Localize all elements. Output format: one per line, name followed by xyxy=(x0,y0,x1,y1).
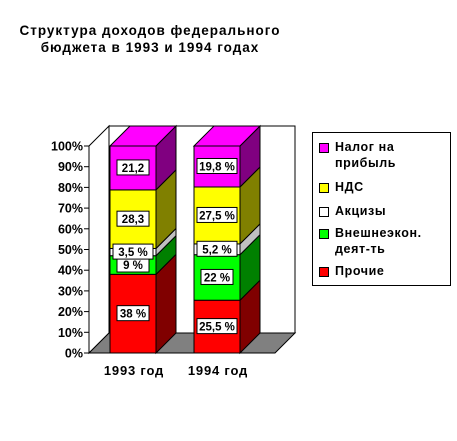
data-label-box xyxy=(196,157,238,174)
legend-label: Прочие xyxy=(335,263,453,279)
legend-label: Внешнеэкон. деят-ть xyxy=(335,225,453,257)
legend-label: НДС xyxy=(335,179,453,195)
legend: Налог на прибыль НДС Акцизы Внешнеэкон. деят-… xyxy=(312,132,451,286)
y-tick-label: 60% xyxy=(58,222,83,236)
data-label-text: 25,5 % xyxy=(199,322,235,334)
legend-label-line: Акцизы xyxy=(335,204,387,218)
data-label-text: 38 % xyxy=(120,309,146,321)
data-label: 25,5 % xyxy=(196,318,238,335)
legend-label-line: деят-ть xyxy=(335,242,386,256)
data-label-box xyxy=(116,210,150,227)
y-tick-label: 40% xyxy=(58,264,83,278)
legend-label-line: НДС xyxy=(335,180,364,194)
bar-top xyxy=(108,125,178,147)
legend-label-line: Прочие xyxy=(335,264,385,278)
data-label-text: 22 % xyxy=(204,272,230,284)
x-category-label: 1994 год xyxy=(188,363,248,378)
x-category-label: 1993 год xyxy=(104,363,164,378)
legend-label-line: Налог на xyxy=(335,140,395,154)
data-label-text: 9 % xyxy=(123,260,143,272)
legend-swatch xyxy=(319,207,329,217)
y-tick-label: 30% xyxy=(58,284,83,298)
chart-title-line-2: бюджета в 1993 и 1994 годах xyxy=(40,40,260,55)
data-label: 28,3 xyxy=(116,210,150,227)
data-label-text: 27,5 % xyxy=(199,210,235,222)
data-label: 27,5 % xyxy=(196,206,238,223)
data-label: 19,8 % xyxy=(196,157,238,174)
legend-label-line: Внешнеэкон. xyxy=(335,226,422,240)
y-tick-label: 20% xyxy=(58,305,83,319)
data-label: 3,5 % xyxy=(112,243,154,260)
bar-segment-налог-на-прибыль xyxy=(108,124,178,192)
side-wall xyxy=(88,124,110,355)
data-label: 38 % xyxy=(116,305,150,322)
data-label: 9 % xyxy=(116,256,150,273)
legend-label: Акцизы xyxy=(335,203,453,219)
y-tick-label: 0% xyxy=(65,347,83,361)
y-tick-label: 10% xyxy=(58,326,83,340)
data-label-box xyxy=(116,159,150,176)
data-label-box xyxy=(196,206,238,223)
y-tick-label: 50% xyxy=(58,243,83,257)
y-tick-label: 100% xyxy=(51,140,83,154)
legend-swatch xyxy=(319,267,329,277)
chart-title: Структура доходов федерального бюджета в… xyxy=(0,22,300,56)
data-label-text: 5,2 % xyxy=(202,244,231,256)
chart-title-line-1: Структура доходов федерального xyxy=(19,23,281,38)
data-label: 21,2 xyxy=(116,159,150,176)
data-label-text: 21,2 xyxy=(122,163,144,175)
legend-label: Налог на прибыль xyxy=(335,139,453,171)
y-tick-label: 80% xyxy=(58,181,83,195)
data-label-text: 19,8 % xyxy=(199,161,235,173)
data-label-box xyxy=(200,268,234,285)
data-label: 22 % xyxy=(200,268,234,285)
y-tick-label: 90% xyxy=(58,160,83,174)
data-label-box xyxy=(112,243,154,260)
bar-top xyxy=(192,125,262,147)
legend-swatch xyxy=(319,183,329,193)
data-label: 5,2 % xyxy=(196,240,238,257)
y-tick-label: 70% xyxy=(58,202,83,216)
legend-swatch xyxy=(319,143,329,153)
data-label-box xyxy=(116,305,150,322)
data-label-text: 3,5 % xyxy=(118,247,147,259)
data-label-box xyxy=(196,240,238,257)
data-label-text: 28,3 xyxy=(122,214,144,226)
legend-swatch xyxy=(319,229,329,239)
legend-label-line: прибыль xyxy=(335,156,397,170)
data-label-box xyxy=(196,318,238,335)
